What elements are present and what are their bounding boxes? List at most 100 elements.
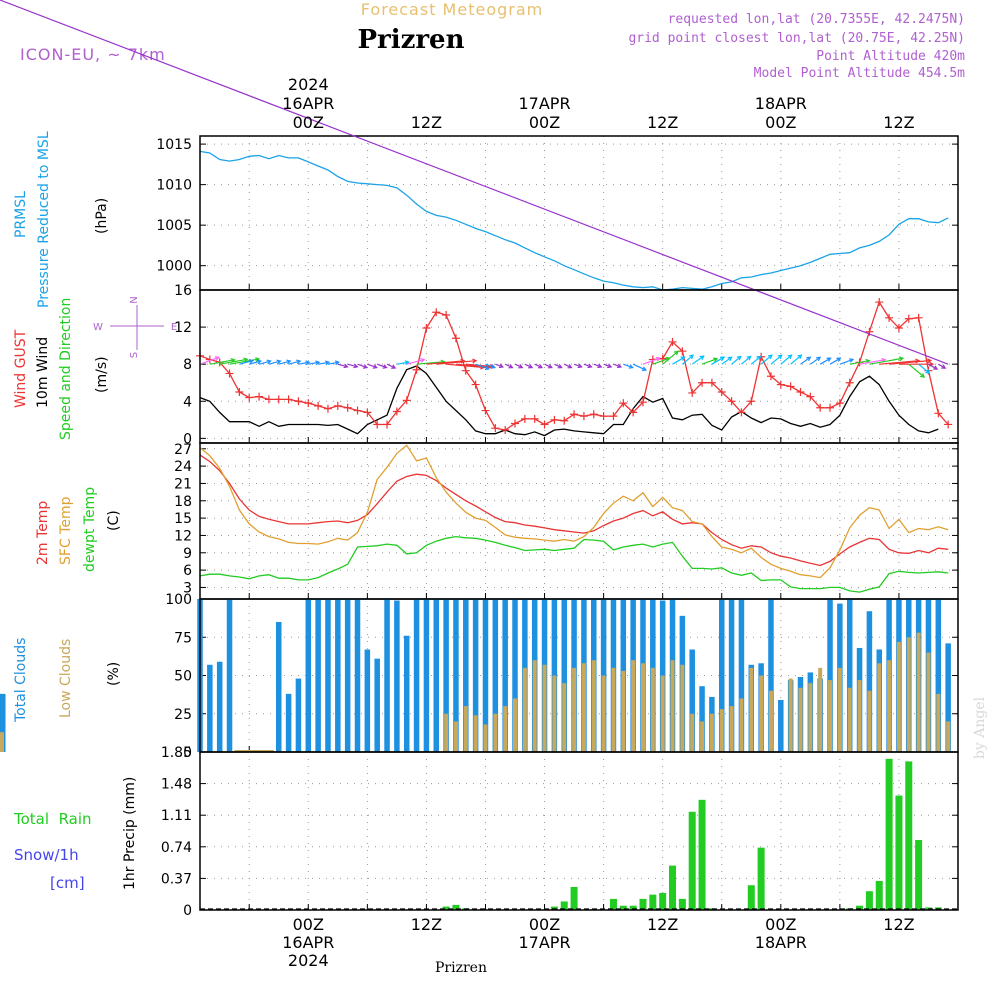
wind-arrow-head [898,356,905,362]
compass-n: N [129,296,140,303]
gust-marker [766,372,775,381]
clouds-ytick-label: 50 [174,669,192,685]
wind-arrow-head [607,363,613,369]
gust-marker [255,392,264,401]
rain-bar [619,905,627,910]
low-cloud-bar [798,687,803,752]
total-cloud-bar [276,621,282,752]
total-cloud-bar [689,649,695,752]
low-cloud-bar [690,713,695,752]
wind-arrow [258,359,272,365]
rain-bar [570,886,578,910]
total-cloud-bar [216,661,223,752]
rain-bar [915,839,923,910]
wind-arrow-head [933,365,939,370]
rain-bar [757,847,765,910]
low-cloud-bar [483,724,488,752]
wind-arrow-shaft [681,354,694,365]
pressure-panel-labels: PRMSL Pressure Reduced to MSL (hPa) [13,131,110,308]
pressure-frame [199,135,959,291]
wind-arrow-shaft [544,363,553,369]
wind-arrow-head [756,355,762,361]
total-cloud-bar [561,599,567,752]
wind-arrow-head [391,364,397,369]
wind-arrow [603,363,613,369]
bottom-time-label: 12Z [411,915,442,934]
wind-arrow-shaft [219,358,248,365]
compass-s: S [129,352,140,358]
precip-ytick-label: 0.74 [161,840,192,856]
wind-arrow-head [362,364,369,369]
low-cloud-bar [719,709,724,752]
wind-arrow-shaft [839,358,854,365]
wind-arrow [593,363,603,369]
pressure-ytick-label: 1015 [156,137,192,153]
wind-arrow-shaft [938,363,946,369]
rain-bar [629,905,637,910]
gust-marker [442,311,451,320]
gust-marker [284,395,293,404]
gust-marker [491,424,500,433]
gust-marker [668,337,677,346]
total-cloud-bar [325,599,331,752]
wind-arrow-shaft [485,363,496,369]
wind-arrow-head [266,359,272,365]
rain-bar [442,906,450,910]
wind-arrow [278,359,292,365]
gust-marker [589,410,598,419]
wind-arrow-shaft [0,0,949,365]
temperature-ytick-label: 6 [183,563,192,579]
total-cloud-bar [463,599,469,752]
gust-marker [904,314,913,323]
low-cloud-bar [877,663,882,752]
wind-arrow-head [296,359,302,365]
gust-marker [875,298,884,307]
total-cloud-bar [778,699,784,752]
gust-marker [560,416,569,425]
wind-arrow-head [528,363,534,369]
precip-ytick-label: 1.85 [161,745,192,761]
wind-arrow-shaft [327,361,339,365]
total-cloud-bar [315,599,321,752]
rain-bar [708,908,716,910]
gust-marker [501,426,510,435]
wind-arrow-head [941,364,947,369]
bottom-time-label: 12Z [883,915,914,934]
total-cloud-bar [335,599,341,752]
footer-station: Prizren [435,960,487,976]
low-cloud-bar [513,698,518,752]
wind-arrow-head [927,358,933,364]
wind-arrow [642,356,662,365]
wind-arrow [504,363,514,369]
precip-frame [199,751,959,911]
total-cloud-bar [0,693,6,752]
bottom-time-label: 18APR [755,933,807,952]
wind-arrow [514,363,524,369]
gust-marker [806,392,815,401]
wind-arrow-shaft [475,363,489,370]
wind-arrow-head [547,363,553,369]
wind-arrow-shaft [239,359,254,365]
gust-marker [392,407,401,416]
gust-marker [323,404,332,413]
bottom-time-label: 12Z [647,915,678,934]
wind-arrow-shaft [780,354,792,365]
low-cloud-bar [739,698,744,752]
total-cloud-bar [423,599,430,752]
gust-marker [688,388,697,397]
wind-arrow [554,363,563,369]
gust-marker [520,414,529,423]
rain-bar [669,865,677,910]
low-cloud-bar [503,706,508,752]
wind-arrow [711,356,726,365]
clouds-ytick-label: 75 [174,630,192,646]
wind-arrow-head [214,356,220,361]
rain-bar [560,901,568,910]
wind-arrow [613,363,623,369]
temperature-ytick-label: 18 [174,494,192,510]
wind-arrow [495,363,505,369]
gust-marker [471,380,480,389]
precip-axis-label: 1hr Precip (mm) [122,777,138,890]
wind-arrow-shaft [593,363,602,368]
